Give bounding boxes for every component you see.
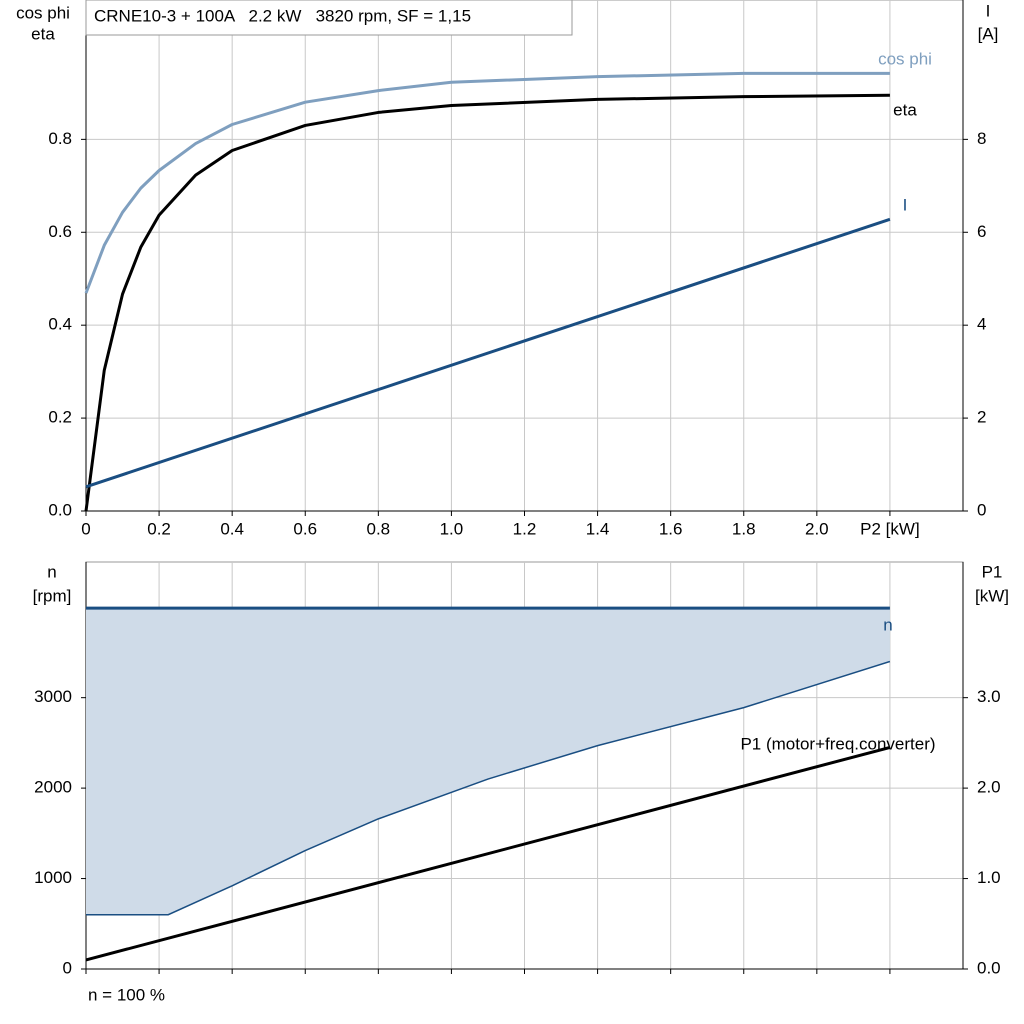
x-tick-label: 1.0 (440, 519, 464, 538)
y2-tick-label: 6 (977, 222, 986, 241)
y-tick-label: 0.2 (48, 408, 72, 427)
y2-axis-label: [A] (978, 24, 999, 43)
y2-axis-label: I (986, 1, 991, 20)
x-tick-label: 1.4 (586, 519, 610, 538)
range-lower-line (86, 660, 891, 916)
y-axis-label: n (47, 562, 56, 581)
y2-tick-label: 2 (977, 408, 986, 427)
series-line (84, 71, 890, 294)
y-tick-label: 3000 (34, 687, 72, 706)
y-tick-label: 0.8 (48, 129, 72, 148)
x-tick-label: 0.4 (220, 519, 244, 538)
y2-tick-label: 4 (977, 315, 986, 334)
y2-axis-label: [kW] (975, 586, 1009, 605)
x-tick-label: 0.2 (147, 519, 171, 538)
y-tick-label: 0.4 (48, 315, 72, 334)
x-tick-label: 1.8 (732, 519, 756, 538)
y2-tick-label: 0 (977, 500, 986, 519)
y2-tick-label: 3.0 (977, 687, 1001, 706)
series-line (85, 745, 891, 962)
x-tick-label: 0.6 (293, 519, 317, 538)
series-label: P1 (motor+freq.converter) (740, 734, 935, 753)
series-line (85, 217, 891, 489)
series-line (84, 93, 890, 512)
x-tick-label: P2 [kW] (860, 519, 920, 538)
series-label: cos phi (878, 49, 932, 68)
y-tick-label: 0 (63, 958, 72, 977)
chart-title: CRNE10-3 + 100A 2.2 kW 3820 rpm, SF = 1,… (94, 6, 471, 25)
series-label: n (883, 615, 892, 634)
y-axis-label: [rpm] (33, 586, 72, 605)
y-axis-label: cos phi (16, 3, 70, 22)
range-area (86, 608, 890, 915)
series-label: I (903, 195, 908, 214)
x-tick-label: 1.6 (659, 519, 683, 538)
y-tick-label: 1000 (34, 868, 72, 887)
title-box (85, 0, 573, 36)
x-tick-label: 0.8 (367, 519, 391, 538)
y2-tick-label: 8 (977, 129, 986, 148)
annotation: n = 100 % (88, 985, 165, 1004)
y-tick-label: 0.0 (48, 500, 72, 519)
y2-axis-label: P1 (982, 562, 1003, 581)
y2-tick-label: 0.0 (977, 958, 1001, 977)
y-tick-label: 2000 (34, 778, 72, 797)
x-tick-label: 2.0 (805, 519, 829, 538)
x-tick-label: 0 (81, 519, 90, 538)
y-tick-label: 0.6 (48, 222, 72, 241)
y-axis-label: eta (31, 24, 55, 43)
series-label: eta (893, 100, 917, 119)
y2-tick-label: 2.0 (977, 778, 1001, 797)
y2-tick-label: 1.0 (977, 868, 1001, 887)
x-tick-label: 1.2 (513, 519, 537, 538)
